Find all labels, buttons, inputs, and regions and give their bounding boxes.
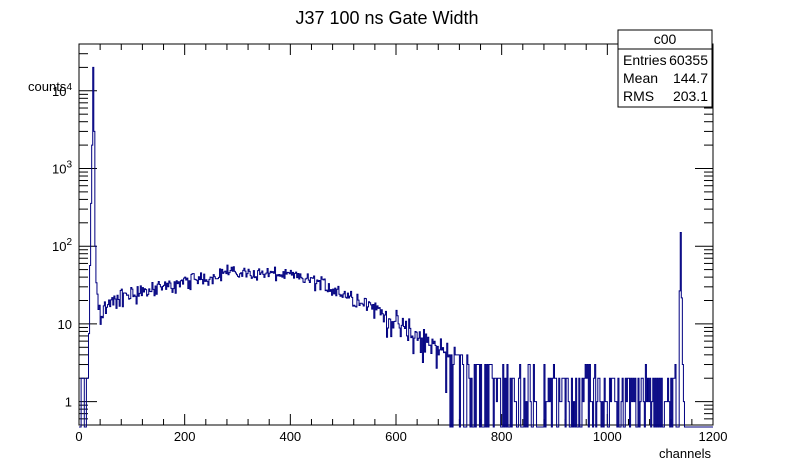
x-tick-label: 0 — [75, 429, 82, 444]
x-axis: 0 200 400 600 800 1000 1200 — [75, 44, 727, 444]
y-tick-label: 10 — [58, 317, 72, 332]
x-tick-label: 1200 — [699, 429, 728, 444]
y-axis-label: counts — [28, 79, 67, 94]
stats-rms-label: RMS — [623, 88, 654, 104]
stats-rms-value: 203.1 — [673, 88, 708, 104]
series-0-line — [79, 66, 713, 428]
x-tick-label: 800 — [491, 429, 513, 444]
stats-box: c00 Entries 60355 Mean 144.7 RMS 203.1 — [617, 29, 713, 108]
y-tick-label: 102 — [52, 237, 72, 254]
x-axis-label: channels — [659, 446, 712, 461]
chart-title: J37 100 ns Gate Width — [295, 8, 478, 28]
stats-box-title: c00 — [654, 31, 677, 47]
stats-entries-value: 60355 — [669, 52, 708, 68]
y-tick-label: 103 — [52, 159, 72, 176]
stats-mean-value: 144.7 — [673, 70, 708, 86]
x-tick-label: 600 — [385, 429, 407, 444]
stats-mean-label: Mean — [623, 70, 658, 86]
x-tick-label: 1000 — [593, 429, 622, 444]
x-tick-label: 400 — [279, 429, 301, 444]
x-tick-label: 200 — [174, 429, 196, 444]
y-tick-label: 1 — [65, 395, 72, 410]
stats-entries-label: Entries — [623, 52, 667, 68]
